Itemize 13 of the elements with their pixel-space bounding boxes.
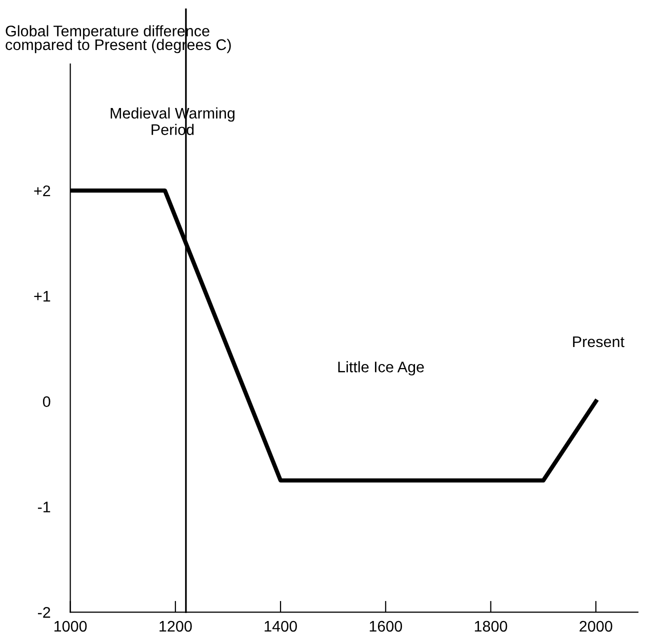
y-tick-label: -2	[38, 607, 50, 618]
x-tick-label: 2000	[580, 620, 612, 632]
y-tick-label: +2	[34, 185, 50, 196]
y-tick-label: +1	[34, 290, 50, 302]
x-tick-label: 1000	[54, 620, 87, 632]
annotation: Little Ice Age	[338, 361, 424, 376]
x-tick-label: 1600	[370, 620, 402, 632]
annotation: Present	[573, 336, 624, 348]
y-tick-label: -1	[38, 502, 50, 512]
x-tick-label: 1200	[160, 620, 192, 632]
x-tick-label: 1800	[474, 620, 508, 632]
y-tick-label: 0	[42, 396, 50, 408]
x-tick-label: 1400	[264, 620, 297, 632]
